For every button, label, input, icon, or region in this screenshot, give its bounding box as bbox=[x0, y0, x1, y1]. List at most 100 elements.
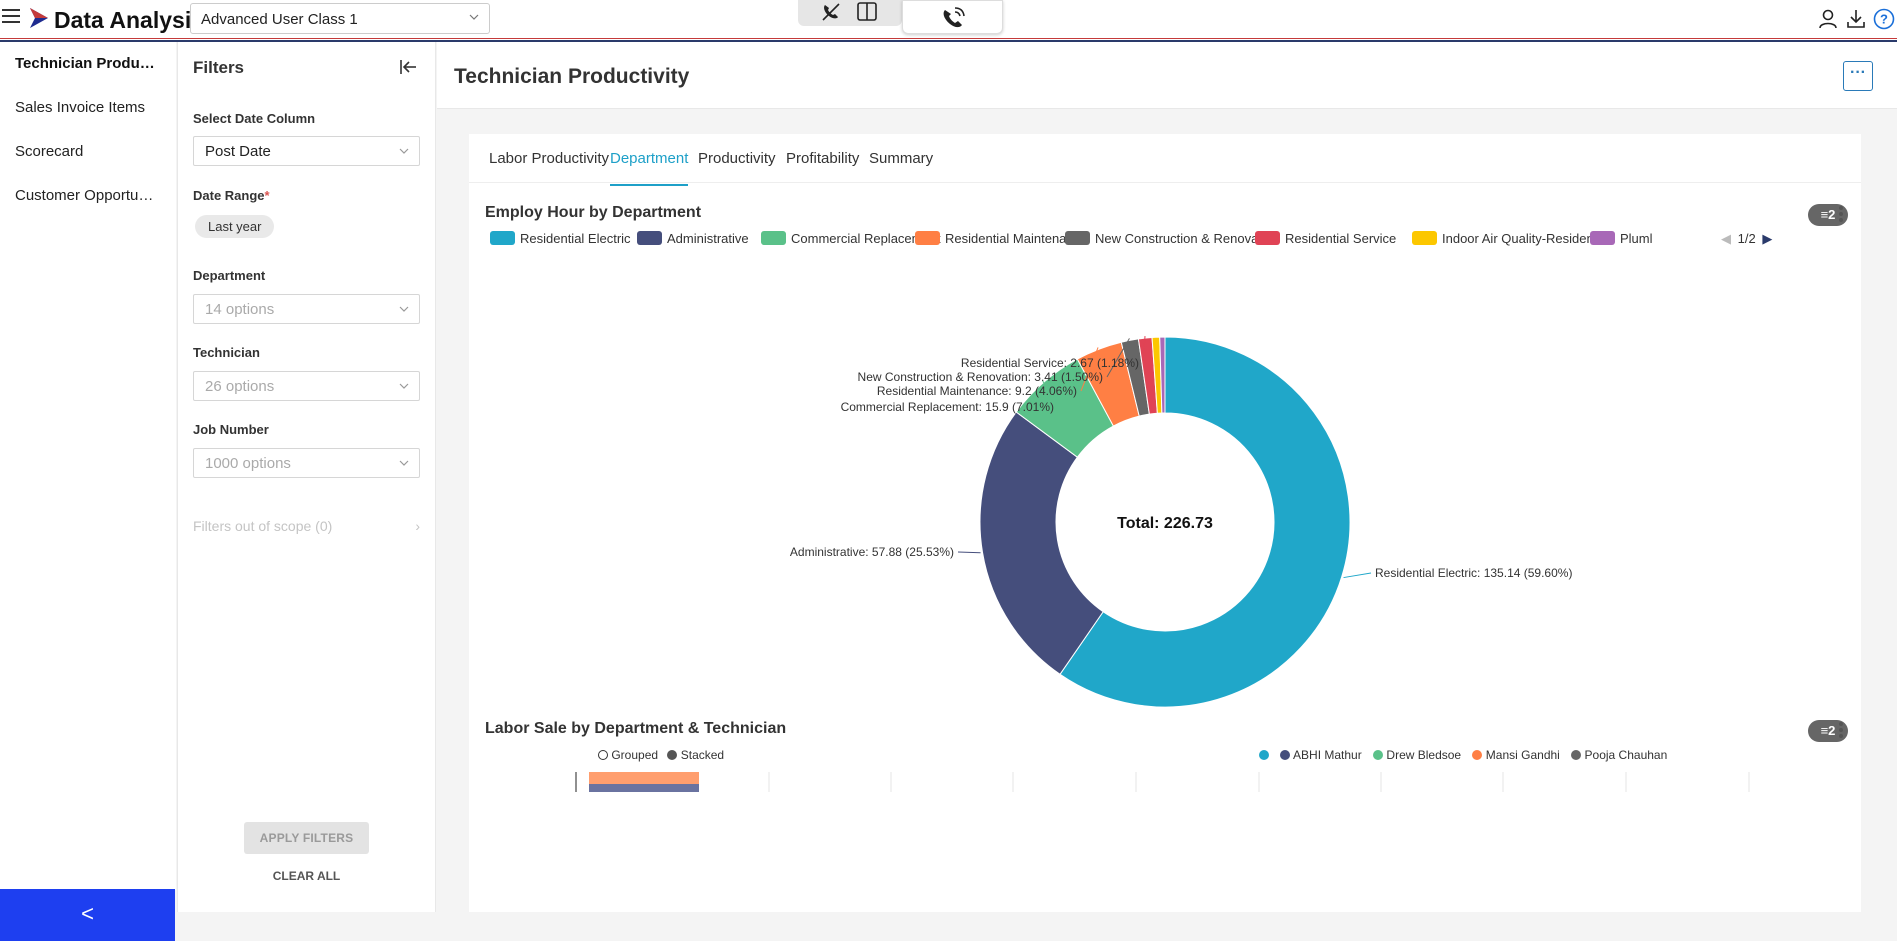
nav-item-sales-invoice-items[interactable]: Sales Invoice Items bbox=[15, 99, 146, 116]
date-range-chip[interactable]: Last year bbox=[195, 215, 275, 238]
date-range-label: Date Range* bbox=[193, 188, 270, 203]
stacked-option[interactable]: Stacked bbox=[667, 748, 724, 762]
legend-label: Pooja Chauhan bbox=[1584, 748, 1668, 762]
filters-out-of-scope[interactable]: Filters out of scope (0) › bbox=[193, 518, 420, 534]
grouped-label: Grouped bbox=[611, 748, 659, 762]
pie-slice[interactable] bbox=[1159, 336, 1166, 414]
legend-item[interactable] bbox=[1259, 748, 1269, 762]
toolbar-right-group bbox=[902, 0, 1003, 34]
chart1-legend: Residential Electric Administrative Comm… bbox=[490, 229, 1840, 249]
top-bar: Data Analysis Advanced User Class 1 bbox=[0, 0, 1897, 38]
label-leader-line bbox=[1142, 336, 1146, 364]
apply-filters-button[interactable]: APPLY FILTERS bbox=[244, 822, 369, 854]
tab-productivity[interactable]: Productivity bbox=[698, 150, 776, 167]
nav-item-technician-productivity[interactable]: Technician Producti... bbox=[15, 55, 170, 72]
legend-prev-icon[interactable]: ◀ bbox=[1721, 231, 1731, 246]
user-icon[interactable] bbox=[1817, 8, 1839, 30]
department-select[interactable]: 14 options bbox=[193, 294, 420, 324]
legend-swatch bbox=[637, 231, 662, 245]
logo-icon bbox=[30, 8, 48, 28]
bar-segment[interactable] bbox=[589, 784, 699, 792]
legend-label: Indoor Air Quality-Residential bbox=[1442, 231, 1611, 246]
job-number-label: Job Number bbox=[193, 422, 269, 437]
filters-out-of-scope-label: Filters out of scope (0) bbox=[193, 518, 333, 534]
legend-label: Residential Service bbox=[1285, 231, 1397, 246]
label-leader-line bbox=[1343, 572, 1372, 579]
toolbar-left-group bbox=[798, 0, 902, 26]
phone-call-icon[interactable] bbox=[939, 6, 967, 30]
tab-department[interactable]: Department bbox=[610, 150, 689, 186]
legend-item[interactable]: Commercial Replacement bbox=[761, 229, 941, 249]
tab-bar: Labor Productivity Department Productivi… bbox=[469, 134, 1861, 186]
legend-swatch bbox=[490, 231, 515, 245]
legend-next-icon[interactable]: ▶ bbox=[1762, 231, 1773, 246]
legend-item[interactable]: Residential Maintenance bbox=[915, 229, 1087, 249]
legend-item[interactable]: Administrative bbox=[637, 229, 749, 249]
legend-swatch bbox=[1255, 231, 1280, 245]
legend-label: Residential Maintenance bbox=[945, 231, 1088, 246]
date-column-select[interactable]: Post Date bbox=[193, 136, 420, 166]
legend-item[interactable]: Indoor Air Quality-Residential bbox=[1412, 229, 1610, 249]
legend-label: Pluml bbox=[1620, 231, 1653, 246]
clear-all-button[interactable]: CLEAR ALL bbox=[272, 869, 341, 883]
legend-label: Administrative bbox=[667, 231, 749, 246]
label-leader-line bbox=[957, 551, 981, 554]
bar-mode-toggle: Grouped Stacked bbox=[598, 748, 724, 762]
bar-chart-area bbox=[575, 772, 1750, 792]
user-class-value: Advanced User Class 1 bbox=[201, 11, 358, 28]
legend-dot bbox=[1571, 750, 1582, 760]
pie-slice[interactable] bbox=[1059, 336, 1351, 708]
pie-slice[interactable] bbox=[979, 411, 1104, 676]
legend-page-indicator: 1/2 bbox=[1737, 231, 1756, 246]
svg-text:?: ? bbox=[1880, 12, 1888, 27]
department-placeholder: 14 options bbox=[205, 301, 275, 318]
legend-label: New Construction & Renovation bbox=[1095, 231, 1280, 246]
tab-labor-productivity[interactable]: Labor Productivity bbox=[489, 150, 610, 167]
chevron-down-icon bbox=[399, 148, 409, 154]
technician-select[interactable]: 26 options bbox=[193, 371, 420, 401]
grouped-option[interactable]: Grouped bbox=[598, 748, 658, 762]
tab-summary[interactable]: Summary bbox=[869, 150, 934, 167]
phone-off-icon[interactable] bbox=[820, 2, 842, 22]
date-column-label: Select Date Column bbox=[193, 111, 316, 126]
tab-profitability[interactable]: Profitability bbox=[786, 150, 860, 167]
more-options-button[interactable]: ··· bbox=[1843, 61, 1873, 91]
bar-segment[interactable] bbox=[589, 772, 699, 784]
legend-item[interactable]: Mansi Gandhi bbox=[1472, 748, 1560, 762]
collapse-nav-button[interactable]: < bbox=[0, 889, 175, 941]
download-icon[interactable] bbox=[1845, 8, 1867, 30]
menu-icon[interactable] bbox=[2, 9, 20, 25]
chart1-filter-badge[interactable]: ≡2 bbox=[1808, 204, 1848, 226]
nav-item-customer-opportunities[interactable]: Customer Opportuni... bbox=[15, 187, 163, 204]
user-class-select[interactable]: Advanced User Class 1 bbox=[190, 3, 490, 34]
chart2-menu-icon[interactable] bbox=[1836, 720, 1846, 742]
chart2-filter-badge[interactable]: ≡2 bbox=[1808, 720, 1848, 742]
dashboard-card: Labor Productivity Department Productivi… bbox=[469, 134, 1861, 912]
nav-item-scorecard[interactable]: Scorecard bbox=[15, 143, 84, 160]
chart1-menu-icon[interactable] bbox=[1836, 204, 1846, 226]
job-number-select[interactable]: 1000 options bbox=[193, 448, 420, 478]
collapse-left-icon[interactable] bbox=[398, 57, 418, 77]
department-label: Department bbox=[193, 268, 266, 283]
legend-item[interactable]: Pluml bbox=[1590, 229, 1653, 249]
legend-item[interactable]: Residential Service bbox=[1255, 229, 1396, 249]
split-view-icon[interactable] bbox=[856, 2, 878, 22]
legend-swatch bbox=[915, 231, 940, 245]
legend-item[interactable]: Drew Bledsoe bbox=[1373, 748, 1461, 762]
label-leader-line bbox=[1080, 347, 1099, 392]
top-bar-divider bbox=[0, 38, 1897, 42]
donut-chart: Residential Electric: 135.14 (59.60%) Adm… bbox=[790, 336, 1572, 708]
filter-icon: ≡ bbox=[1820, 207, 1829, 222]
required-marker: * bbox=[264, 188, 270, 203]
legend-item[interactable]: Residential Electric bbox=[490, 229, 631, 249]
legend-item[interactable]: New Construction & Renovation bbox=[1065, 229, 1279, 249]
date-range-label-text: Date Range bbox=[193, 188, 265, 203]
chevron-down-icon bbox=[399, 306, 409, 312]
chevron-down-icon bbox=[469, 14, 479, 20]
help-icon[interactable]: ? bbox=[1873, 8, 1895, 30]
legend-label: Mansi Gandhi bbox=[1485, 748, 1560, 762]
legend-label: ABHI Mathur bbox=[1293, 748, 1362, 762]
legend-item[interactable]: ABHI Mathur bbox=[1280, 748, 1362, 762]
legend-item[interactable]: Pooja Chauhan bbox=[1571, 748, 1667, 762]
filters-title: Filters bbox=[193, 58, 245, 77]
